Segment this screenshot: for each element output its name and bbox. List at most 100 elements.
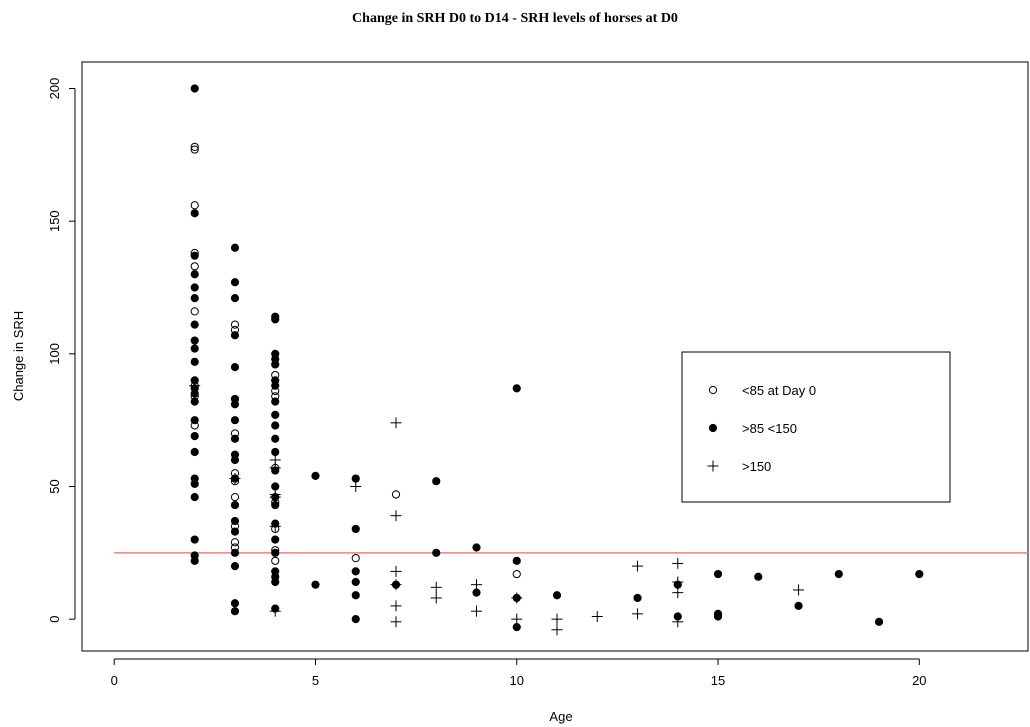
data-point [230, 400, 240, 409]
y-axis-label: Change in SRH [11, 311, 26, 401]
data-point [230, 331, 240, 340]
data-point [230, 538, 240, 547]
data-point [230, 516, 240, 526]
data-point [190, 270, 199, 279]
data-point [552, 591, 562, 600]
y-tick-label: 150 [47, 210, 62, 232]
data-point [230, 548, 240, 557]
data-point [271, 535, 280, 544]
data-point [190, 283, 199, 292]
legend-marker [708, 423, 718, 433]
data-point [190, 535, 199, 544]
x-axis-label: Age [549, 709, 572, 724]
data-point [430, 592, 442, 604]
legend: <85 at Day 0 >85 <150 >150 [681, 351, 951, 503]
data-point [230, 561, 240, 571]
data-point [190, 307, 199, 316]
data-point [350, 481, 362, 493]
data-point [472, 543, 481, 552]
data-point [874, 617, 884, 626]
data-point [190, 447, 199, 457]
data-point [230, 320, 240, 329]
data-points [189, 84, 924, 636]
data-point [672, 616, 684, 628]
data-point [432, 477, 441, 486]
data-point [190, 336, 199, 345]
data-point [271, 421, 280, 430]
data-point [190, 416, 199, 425]
data-point [551, 613, 563, 625]
data-point [512, 556, 521, 565]
data-point [713, 569, 723, 579]
data-point [189, 380, 201, 392]
data-point [230, 500, 240, 510]
data-point [713, 612, 723, 621]
data-point [794, 601, 803, 610]
data-point [271, 548, 280, 557]
legend-entry: <85 at Day 0 [742, 383, 816, 398]
data-point [390, 510, 402, 522]
data-point [672, 557, 684, 569]
data-point [511, 613, 523, 625]
plot-frame [81, 61, 1029, 652]
x-axis: 0 5 10 15 20 [111, 658, 927, 688]
data-point [190, 556, 199, 565]
data-point [230, 278, 240, 287]
data-point [471, 605, 483, 617]
data-point [271, 577, 280, 587]
data-point [793, 584, 805, 596]
series-3 [189, 380, 805, 636]
data-point [471, 579, 483, 591]
data-point [229, 473, 241, 485]
data-point [311, 580, 320, 589]
data-point [351, 577, 360, 587]
data-point [632, 560, 644, 572]
data-point [271, 315, 280, 324]
data-point [754, 572, 763, 581]
data-point [230, 294, 240, 303]
data-point [351, 554, 360, 563]
series-1 [190, 142, 521, 579]
data-point [432, 548, 441, 557]
data-point [269, 462, 281, 474]
y-tick-label: 0 [47, 616, 62, 623]
data-point [511, 592, 523, 604]
series-2 [190, 84, 924, 632]
data-point [230, 434, 240, 443]
legend-entry: >150 [742, 459, 771, 474]
data-point [190, 357, 199, 366]
data-point [230, 527, 240, 536]
data-point [230, 455, 240, 465]
data-point [390, 600, 402, 612]
data-point [390, 579, 402, 591]
data-point [190, 142, 199, 152]
data-point [271, 360, 280, 369]
data-point [672, 576, 684, 588]
x-tick-label: 5 [312, 673, 319, 688]
data-point [351, 615, 360, 624]
data-point [230, 607, 240, 616]
data-point [190, 209, 199, 218]
data-point [672, 587, 684, 599]
data-point [271, 397, 280, 406]
data-point [190, 431, 199, 441]
data-point [230, 599, 240, 608]
data-point [190, 145, 199, 154]
legend-box [681, 351, 951, 503]
data-point [834, 569, 843, 579]
chart-title: Change in SRH D0 to D14 - SRH levels of … [352, 11, 678, 26]
data-point [190, 397, 199, 406]
data-point [271, 556, 280, 565]
data-point [430, 581, 442, 593]
data-point [633, 593, 642, 603]
data-point [230, 243, 240, 252]
data-point [271, 410, 280, 419]
data-point [190, 344, 199, 353]
data-point [230, 416, 240, 425]
data-point [190, 262, 199, 271]
data-point [391, 490, 401, 499]
y-axis: 0 50 100 150 200 [47, 78, 76, 623]
data-point [351, 567, 360, 576]
data-point [271, 381, 280, 390]
